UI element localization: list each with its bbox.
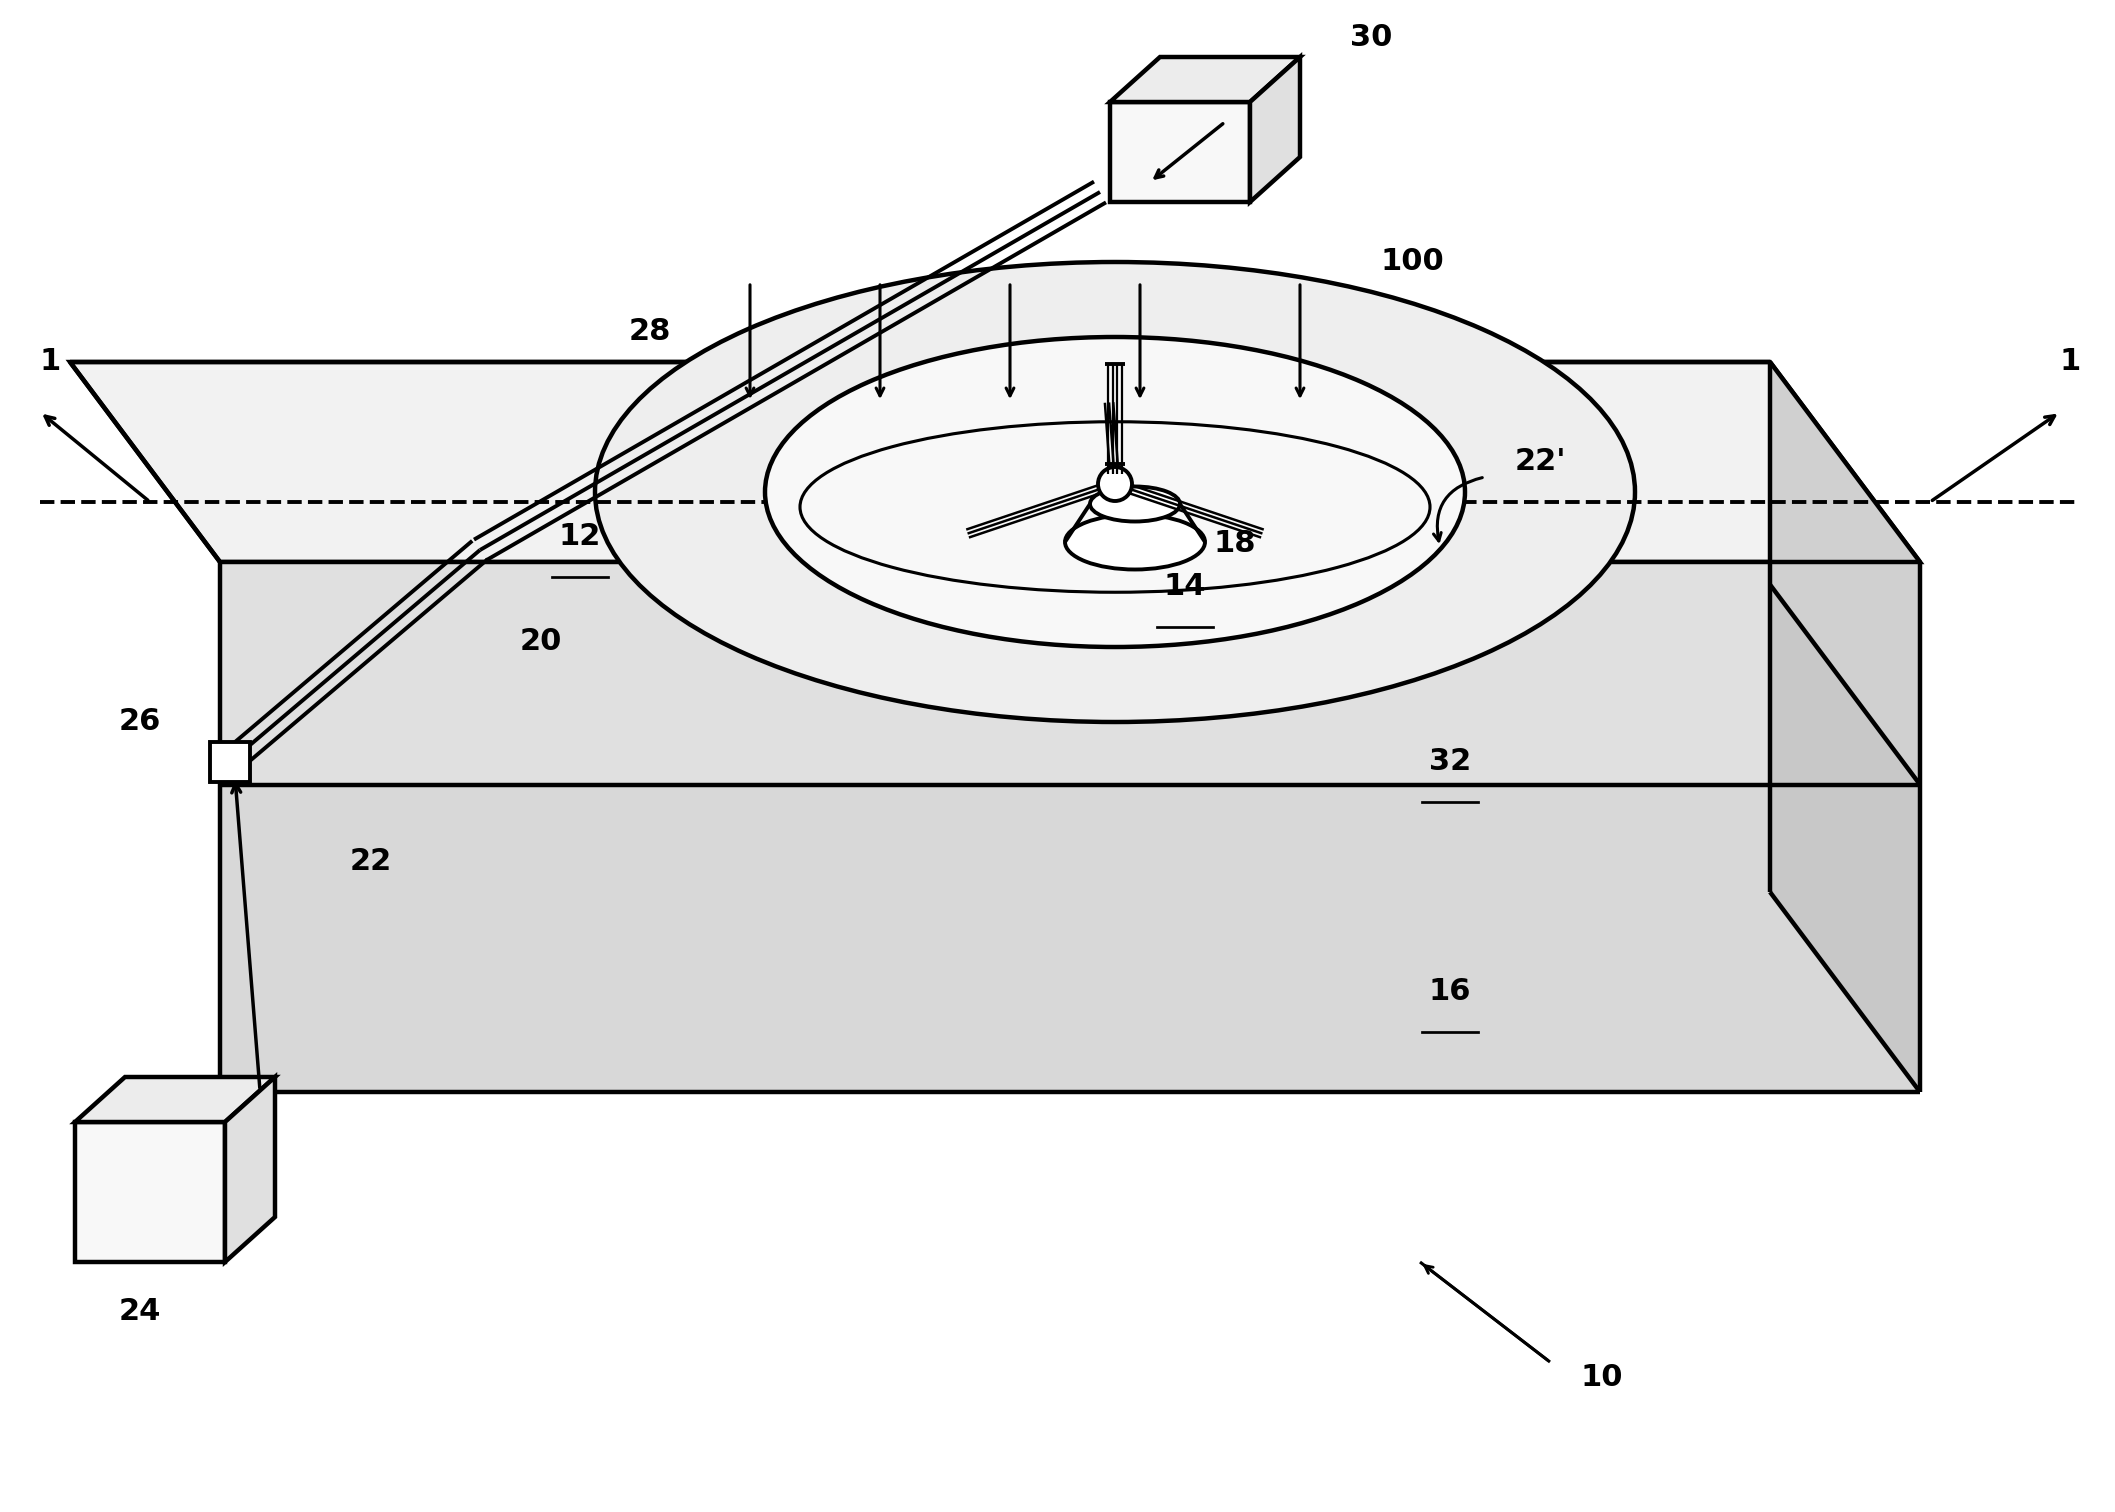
Polygon shape xyxy=(70,361,1920,562)
Text: 100: 100 xyxy=(1379,248,1445,277)
Text: 12: 12 xyxy=(558,523,601,552)
Text: 22': 22' xyxy=(1514,448,1567,476)
Circle shape xyxy=(1098,467,1132,500)
Ellipse shape xyxy=(1066,514,1206,570)
Polygon shape xyxy=(74,1122,224,1263)
Polygon shape xyxy=(209,742,250,782)
Text: 14: 14 xyxy=(1163,573,1206,602)
Text: 1: 1 xyxy=(40,348,61,376)
Polygon shape xyxy=(1770,361,1920,785)
Text: 20: 20 xyxy=(520,627,563,656)
Text: 10: 10 xyxy=(1580,1362,1622,1391)
Text: 24: 24 xyxy=(118,1297,161,1326)
Polygon shape xyxy=(1770,585,1920,1092)
Ellipse shape xyxy=(766,337,1466,647)
Polygon shape xyxy=(1110,57,1301,101)
Text: 22: 22 xyxy=(349,848,391,877)
Text: 16: 16 xyxy=(1430,977,1472,1007)
Ellipse shape xyxy=(594,262,1635,723)
Ellipse shape xyxy=(1089,487,1180,522)
Polygon shape xyxy=(1250,57,1301,203)
Text: 18: 18 xyxy=(1214,529,1256,558)
Text: 26: 26 xyxy=(118,708,161,736)
Text: 28: 28 xyxy=(628,318,670,346)
Polygon shape xyxy=(1110,101,1250,203)
Polygon shape xyxy=(220,562,1920,785)
Text: 32: 32 xyxy=(1430,747,1472,777)
Polygon shape xyxy=(74,1077,275,1122)
Polygon shape xyxy=(224,1077,275,1263)
Text: 1: 1 xyxy=(2060,348,2081,376)
Text: 30: 30 xyxy=(1349,23,1392,51)
Polygon shape xyxy=(220,785,1920,1092)
